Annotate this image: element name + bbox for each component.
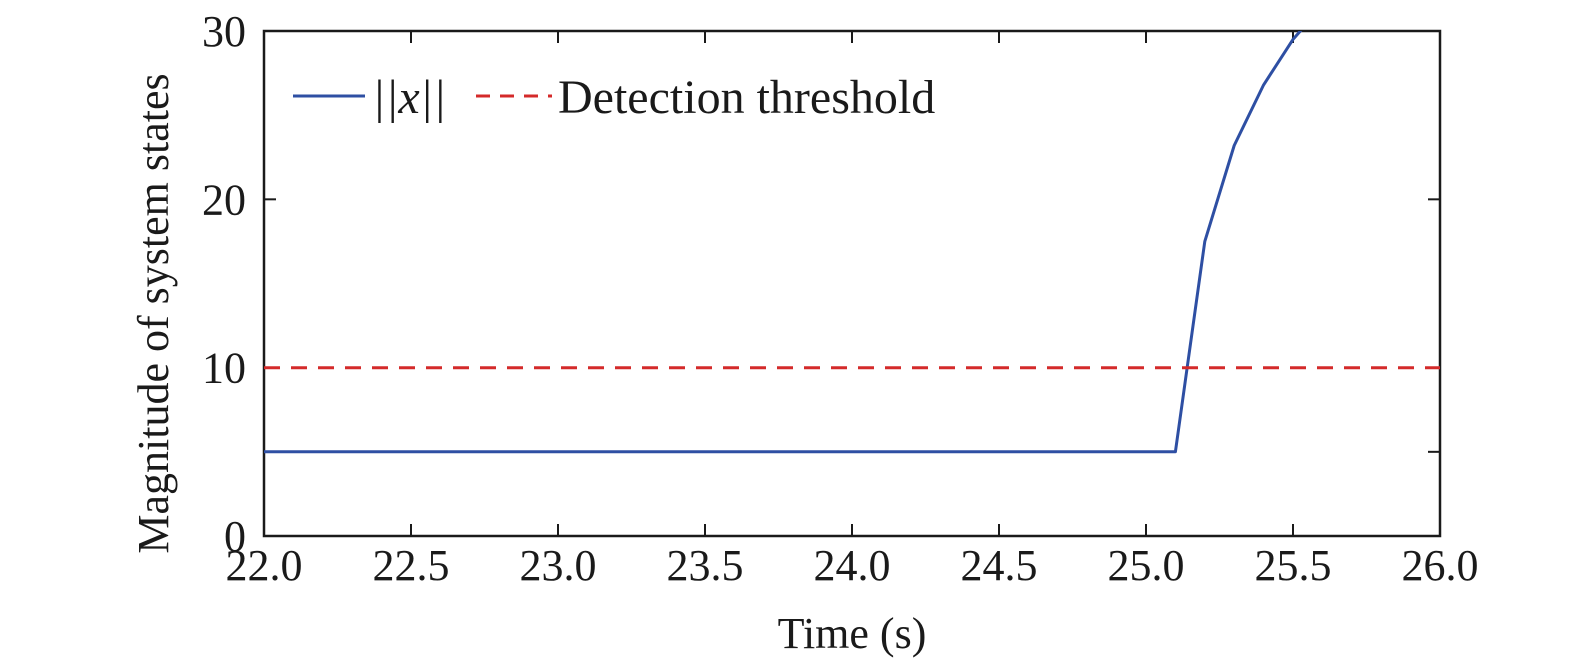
x-tick-label: 25.5 bbox=[1255, 541, 1332, 590]
series-line-norm-x bbox=[264, 31, 1303, 454]
y-tick-label: 10 bbox=[202, 344, 246, 393]
y-axis-title: Magnitude of system states bbox=[129, 73, 178, 553]
y-tick-label: 30 bbox=[202, 7, 246, 56]
y-tick-labels: 0 10 20 30 bbox=[202, 7, 246, 561]
x-tick-label: 24.0 bbox=[814, 541, 891, 590]
series-group bbox=[264, 31, 1440, 454]
legend-label-detection-threshold: Detection threshold bbox=[558, 71, 935, 124]
x-axis-title: Time (s) bbox=[778, 609, 927, 658]
x-tick-labels: 22.0 22.5 23.0 23.5 24.0 24.5 25.0 25.5 26.0 bbox=[226, 541, 1479, 590]
x-tick-label: 25.0 bbox=[1108, 541, 1185, 590]
x-tick-label: 22.5 bbox=[373, 541, 450, 590]
x-tick-label: 26.0 bbox=[1402, 541, 1479, 590]
legend-label-norm-x: ||x|| bbox=[372, 71, 446, 124]
x-tick-label: 24.5 bbox=[961, 541, 1038, 590]
x-tick-label: 23.5 bbox=[667, 541, 744, 590]
y-tick-label: 0 bbox=[224, 512, 246, 561]
legend: ||x|| Detection threshold bbox=[293, 71, 935, 124]
x-tick-label: 22.0 bbox=[226, 541, 303, 590]
x-tick-label: 23.0 bbox=[520, 541, 597, 590]
y-tick-label: 20 bbox=[202, 175, 246, 224]
